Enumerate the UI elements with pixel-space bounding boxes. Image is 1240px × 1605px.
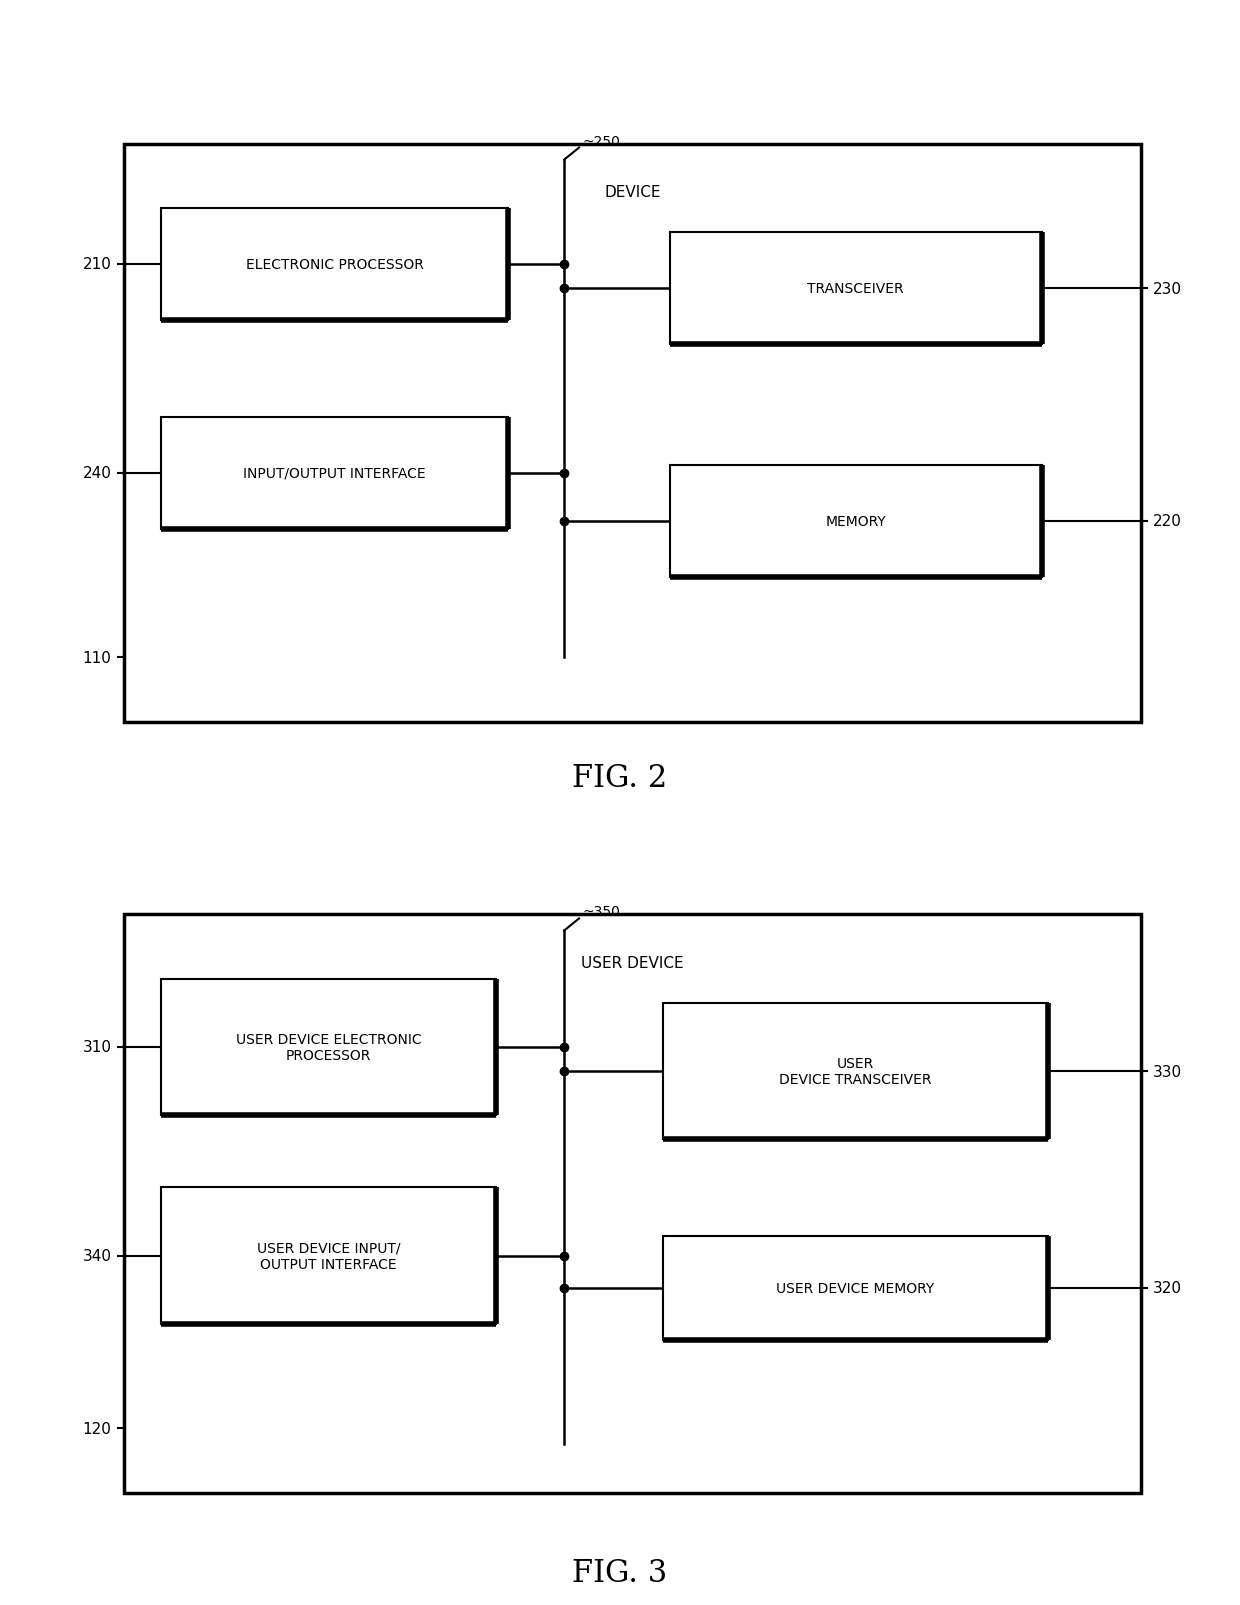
Text: INPUT/OUTPUT INTERFACE: INPUT/OUTPUT INTERFACE [243, 467, 427, 480]
Text: 310: 310 [83, 1040, 112, 1054]
Bar [670, 233, 1042, 345]
Text: 220: 220 [1153, 514, 1182, 530]
Text: MEMORY: MEMORY [826, 515, 885, 528]
Text: 330: 330 [1153, 1064, 1182, 1079]
Text: 340: 340 [83, 1249, 112, 1263]
Bar [124, 144, 1141, 722]
Bar [670, 465, 1042, 578]
Text: USER DEVICE MEMORY: USER DEVICE MEMORY [776, 1281, 935, 1295]
Text: DEVICE: DEVICE [604, 185, 661, 201]
Text: FIG. 2: FIG. 2 [573, 762, 667, 794]
Bar [161, 1188, 496, 1324]
Text: ~250: ~250 [583, 135, 621, 149]
Text: USER DEVICE INPUT/
OUTPUT INTERFACE: USER DEVICE INPUT/ OUTPUT INTERFACE [257, 1241, 401, 1271]
Bar [663, 1003, 1048, 1140]
Bar [663, 1236, 1048, 1340]
Text: USER DEVICE ELECTRONIC
PROCESSOR: USER DEVICE ELECTRONIC PROCESSOR [236, 1032, 422, 1063]
Text: ELECTRONIC PROCESSOR: ELECTRONIC PROCESSOR [246, 258, 424, 271]
Bar [161, 209, 508, 321]
Text: FIG. 3: FIG. 3 [573, 1557, 667, 1589]
Bar [161, 417, 508, 530]
Text: 120: 120 [83, 1420, 112, 1436]
Text: 110: 110 [83, 650, 112, 666]
Text: USER
DEVICE TRANSCEIVER: USER DEVICE TRANSCEIVER [780, 1056, 931, 1087]
Text: USER DEVICE: USER DEVICE [582, 955, 683, 971]
Bar [124, 915, 1141, 1493]
Text: 210: 210 [83, 257, 112, 273]
Text: TRANSCEIVER: TRANSCEIVER [807, 282, 904, 295]
Text: ~350: ~350 [583, 905, 621, 918]
Bar [161, 979, 496, 1115]
Text: 320: 320 [1153, 1281, 1182, 1295]
Text: 230: 230 [1153, 281, 1182, 297]
Text: 240: 240 [83, 465, 112, 482]
